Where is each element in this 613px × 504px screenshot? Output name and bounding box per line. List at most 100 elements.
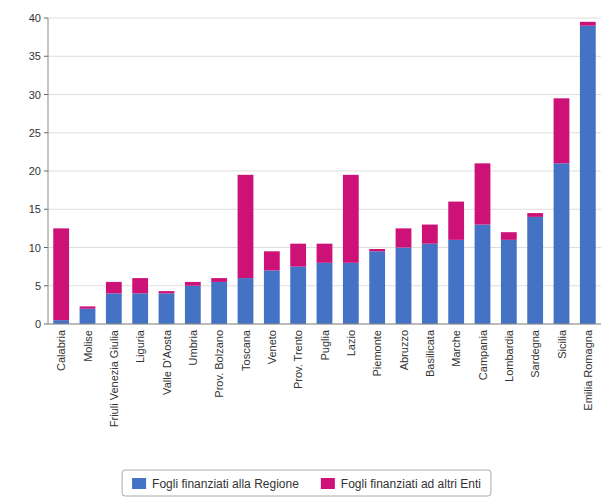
bars [53, 22, 595, 324]
x-tick-label: Prov. Bolzano [213, 330, 225, 398]
bar [422, 244, 438, 324]
bar [290, 267, 306, 324]
x-tick-label: Liguria [134, 329, 146, 363]
y-tick [44, 56, 48, 57]
bar [211, 282, 227, 324]
legend-frame [122, 470, 491, 496]
y-tick [44, 247, 48, 248]
bar [264, 270, 280, 324]
x-tick-label: Prov. Trento [292, 330, 304, 389]
y-tick-label: 30 [29, 89, 41, 101]
x-tick-label: Calabria [55, 329, 67, 371]
bar [501, 240, 517, 324]
legend-swatch [132, 478, 146, 489]
y-tick [44, 285, 48, 286]
bar [185, 282, 201, 286]
x-tick-label: Toscana [240, 329, 252, 371]
bar [554, 98, 570, 163]
bar [527, 217, 543, 324]
x-tick-label: Basilicata [424, 329, 436, 377]
bar [238, 175, 254, 278]
grid-line [48, 171, 601, 172]
x-tick-label: Piemonte [371, 330, 383, 376]
legend-swatch [321, 478, 335, 489]
bar [106, 282, 122, 293]
bar [80, 309, 96, 324]
bar [211, 278, 227, 282]
y-tick [44, 209, 48, 210]
y-tick-label: 20 [29, 165, 41, 177]
bar [290, 244, 306, 267]
bar [264, 251, 280, 270]
bar [185, 286, 201, 324]
bar [159, 293, 175, 324]
bar [132, 278, 148, 293]
bar [159, 291, 175, 293]
grid-line [48, 18, 601, 19]
x-tick-label: Marche [450, 330, 462, 367]
x-axis-line [48, 324, 601, 325]
grid-line [48, 56, 601, 57]
bar [238, 278, 254, 324]
x-tick-label: Campania [477, 329, 489, 380]
legend-label: Fogli finanziati alla Regione [152, 477, 299, 491]
bar [448, 240, 464, 324]
x-tick-label: Lombardia [503, 329, 515, 382]
x-tick-label: Molise [82, 330, 94, 362]
legend-item: Fogli finanziati ad altri Enti [321, 477, 481, 491]
y-tick [44, 132, 48, 133]
bar [317, 263, 333, 324]
bar [422, 225, 438, 244]
chart: 0510152025303540CalabriaMoliseFriuli Ven… [0, 0, 613, 504]
x-tick-label: Puglia [319, 329, 331, 360]
x-tick-label: Sicilia [556, 329, 568, 359]
bar [369, 251, 385, 324]
y-tick-label: 25 [29, 127, 41, 139]
bar [317, 244, 333, 263]
bar [132, 293, 148, 324]
bar [527, 213, 543, 217]
y-tick-label: 5 [35, 280, 41, 292]
x-tick-label: Valle D'Aosta [161, 329, 173, 395]
bar [343, 175, 359, 263]
bar [396, 228, 412, 247]
bar [369, 249, 385, 251]
y-axis: 0510152025303540 [29, 12, 601, 330]
grid-line [48, 209, 601, 210]
legend-item: Fogli finanziati alla Regione [132, 477, 299, 491]
y-tick-label: 35 [29, 50, 41, 62]
legend: Fogli finanziati alla Regione Fogli finan… [122, 470, 491, 496]
x-tick-label: Friuli Venezia Giulia [108, 329, 120, 427]
y-tick [44, 324, 48, 325]
bar [580, 22, 596, 26]
bar [580, 26, 596, 324]
grid-line [48, 324, 601, 325]
y-tick-label: 0 [35, 318, 41, 330]
x-tick-label: Sardegna [529, 329, 541, 378]
x-tick-label: Veneto [266, 330, 278, 364]
y-tick-label: 40 [29, 12, 41, 24]
bar [554, 163, 570, 324]
x-tick-label: Umbria [187, 329, 199, 365]
y-tick [44, 94, 48, 95]
bar [53, 228, 69, 320]
y-tick [44, 171, 48, 172]
bar [448, 202, 464, 240]
bar [106, 293, 122, 324]
bar [396, 248, 412, 325]
bar [343, 263, 359, 324]
x-tick-label: Emilia Romagna [582, 329, 594, 411]
y-tick [44, 18, 48, 19]
x-axis: Calabria Molise Friuli Venezia Giulia Ligur… [55, 329, 594, 427]
bar [475, 225, 491, 324]
bar [475, 163, 491, 224]
bar [80, 306, 96, 308]
y-tick-label: 10 [29, 242, 41, 254]
bar [501, 232, 517, 240]
grid-line [48, 94, 601, 95]
legend-label: Fogli finanziati ad altri Enti [341, 477, 481, 491]
x-tick-label: Abruzzo [398, 330, 410, 370]
bar [53, 320, 69, 324]
x-tick-label: Lazio [345, 330, 357, 356]
grid-line [48, 132, 601, 133]
